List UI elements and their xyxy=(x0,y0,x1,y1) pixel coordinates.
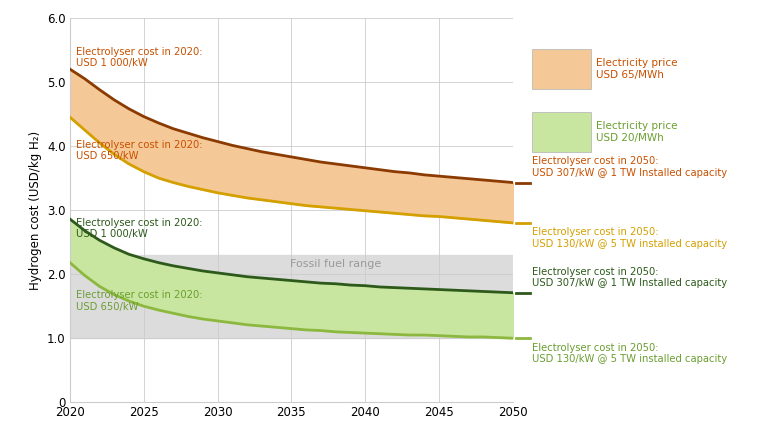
Text: Electrolyser cost in 2050:
USD 130/kW @ 5 TW installed capacity: Electrolyser cost in 2050: USD 130/kW @ … xyxy=(532,343,727,364)
Text: Electrolyser cost in 2020:
USD 1 000/kW: Electrolyser cost in 2020: USD 1 000/kW xyxy=(76,218,202,240)
Text: Electrolyser cost in 2050:
USD 307/kW @ 1 TW Installed capacity: Electrolyser cost in 2050: USD 307/kW @ … xyxy=(532,156,727,178)
Bar xyxy=(70,255,513,338)
Y-axis label: Hydrogen cost (USD/kg H₂): Hydrogen cost (USD/kg H₂) xyxy=(29,131,42,290)
Text: Electricity price
USD 65/MWh: Electricity price USD 65/MWh xyxy=(596,59,678,80)
Text: Electrolyser cost in 2020:
USD 1 000/kW: Electrolyser cost in 2020: USD 1 000/kW xyxy=(76,47,202,68)
Text: Electrolyser cost in 2050:
USD 130/kW @ 5 TW installed capacity: Electrolyser cost in 2050: USD 130/kW @ … xyxy=(532,228,727,249)
Text: Electrolyser cost in 2020:
USD 650/kW: Electrolyser cost in 2020: USD 650/kW xyxy=(76,139,202,161)
Text: Electrolyser cost in 2050:
USD 307/kW @ 1 TW Installed capacity: Electrolyser cost in 2050: USD 307/kW @ … xyxy=(532,267,727,288)
Text: Electricity price
USD 20/MWh: Electricity price USD 20/MWh xyxy=(596,121,678,143)
Text: Fossil fuel range: Fossil fuel range xyxy=(290,259,382,269)
Text: Electrolyser cost in 2020:
USD 650/kW: Electrolyser cost in 2020: USD 650/kW xyxy=(76,290,202,312)
